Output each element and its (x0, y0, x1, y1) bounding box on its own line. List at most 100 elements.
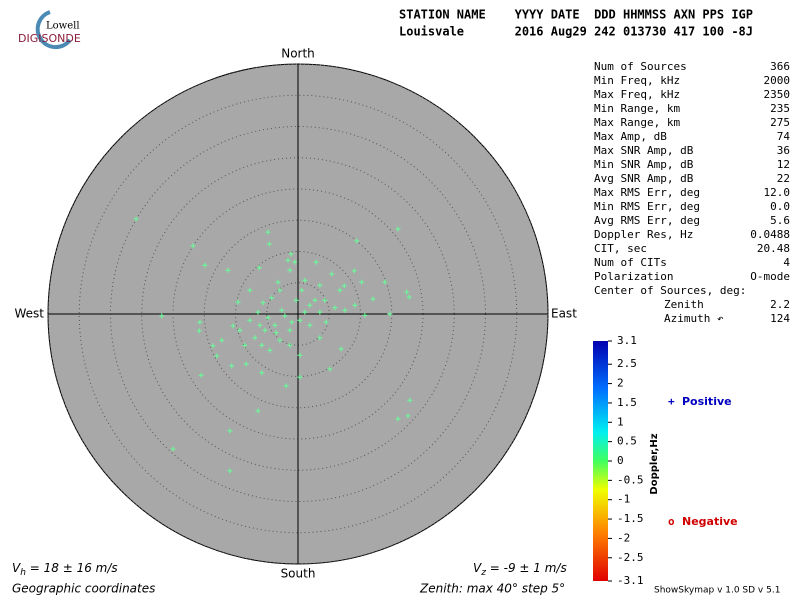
stat-value: 235 (770, 102, 790, 115)
center-title: Center of Sources, deg: (594, 284, 746, 297)
source-point (133, 216, 139, 222)
source-point (230, 323, 236, 329)
footer-version: ShowSkymap v 1.0 SD v 5.1 (654, 586, 780, 596)
source-point (257, 322, 263, 328)
source-point (317, 335, 323, 341)
stat-value: 0.0488 (750, 228, 790, 241)
stat-value: 2000 (764, 74, 791, 87)
stat-value: 12 (777, 158, 790, 171)
stat-value: 74 (777, 130, 791, 143)
header-line: Louisvale 2016 Aug29 242 013730 417 100 … (399, 25, 753, 39)
stat-label: Doppler Res, Hz (594, 228, 693, 241)
source-point (285, 257, 291, 263)
stat-label: Min Range, km (594, 102, 680, 115)
source-point (302, 277, 308, 283)
source-point (210, 343, 216, 349)
source-point (302, 309, 308, 315)
source-point (265, 229, 271, 235)
source-point (317, 282, 323, 288)
stat-label: CIT, sec (594, 242, 647, 255)
source-point (329, 271, 335, 277)
source-point (297, 352, 303, 358)
colorbar-label: -2 (617, 531, 630, 544)
source-point (327, 366, 333, 372)
source-point (337, 287, 343, 293)
source-point (275, 279, 281, 285)
source-point (292, 259, 298, 265)
velocity-value: = 18 ± 16 m/s (26, 561, 118, 575)
source-point (289, 319, 295, 325)
source-point (405, 413, 411, 419)
stat-label: Max Amp, dB (594, 130, 667, 143)
stat-label: Avg SNR Amp, dB (594, 172, 694, 185)
source-point (272, 322, 278, 328)
velocity-text: Vh = 18 ± 16 m/s (12, 561, 118, 578)
source-point (382, 279, 388, 285)
stat-label: Max Range, km (594, 116, 680, 129)
source-point (269, 295, 275, 301)
source-point (260, 300, 266, 306)
source-point (322, 297, 328, 303)
colorbar (593, 341, 608, 581)
source-point (370, 296, 376, 302)
colorbar-label: 0.5 (617, 435, 637, 448)
source-point (287, 267, 293, 273)
source-point (282, 313, 288, 319)
logo-swoosh (35, 10, 72, 50)
colorbar-label: 2 (617, 377, 624, 390)
source-point (341, 283, 347, 289)
legend-label: Negative (682, 515, 738, 528)
source-point (279, 307, 285, 313)
source-point (255, 408, 261, 414)
source-point (243, 361, 249, 367)
logo-top: Lowell (46, 21, 80, 32)
stat-value: 366 (770, 60, 790, 73)
source-point (387, 311, 393, 317)
footer-zenith: Zenith: max 40° step 5° (419, 582, 565, 596)
source-point (307, 322, 313, 328)
direction-label: North (281, 47, 315, 61)
velocity-value: = -9 ± 1 m/s (486, 561, 567, 575)
source-point (293, 297, 299, 303)
source-point (242, 342, 248, 348)
velocity-symbol: V (12, 561, 21, 575)
stat-label: Num of CITs (594, 256, 667, 269)
source-point (317, 309, 323, 315)
source-point (252, 335, 258, 341)
source-point (297, 317, 303, 323)
stat-value: 0.0 (770, 200, 790, 213)
stat-label: Max SNR Amp, dB (594, 144, 694, 157)
source-point (237, 327, 243, 333)
source-point (395, 416, 401, 422)
colorbar-label: -0.5 (617, 473, 644, 486)
stat-value: 275 (770, 116, 790, 129)
source-point (277, 287, 283, 293)
logo-bottom: DIGISONDE (18, 32, 81, 45)
stat-label: Polarization (594, 270, 673, 283)
source-point (265, 315, 271, 321)
source-point (247, 317, 253, 323)
legend-symbol: o (668, 515, 675, 528)
colorbar-label: -2.5 (617, 551, 644, 564)
stat-value: 4 (783, 256, 790, 269)
source-point (342, 307, 348, 313)
colorbar-label: -1.5 (617, 512, 644, 525)
source-point (312, 297, 318, 303)
source-point (229, 363, 235, 369)
source-point (227, 428, 233, 434)
source-point (235, 299, 241, 305)
source-point (395, 226, 401, 232)
stat-value: O-mode (750, 270, 790, 283)
source-point (259, 342, 265, 348)
source-point (170, 446, 176, 452)
velocity-sub: h (20, 568, 26, 578)
colorbar-label: 1.5 (617, 396, 637, 409)
source-point (267, 347, 273, 353)
colorbar-label: 0 (617, 454, 624, 467)
stat-label: Zenith (664, 298, 704, 311)
source-point (273, 330, 279, 336)
stat-value: 5.6 (770, 214, 790, 227)
source-point (159, 313, 165, 319)
source-point (198, 372, 204, 378)
source-point (197, 319, 203, 325)
